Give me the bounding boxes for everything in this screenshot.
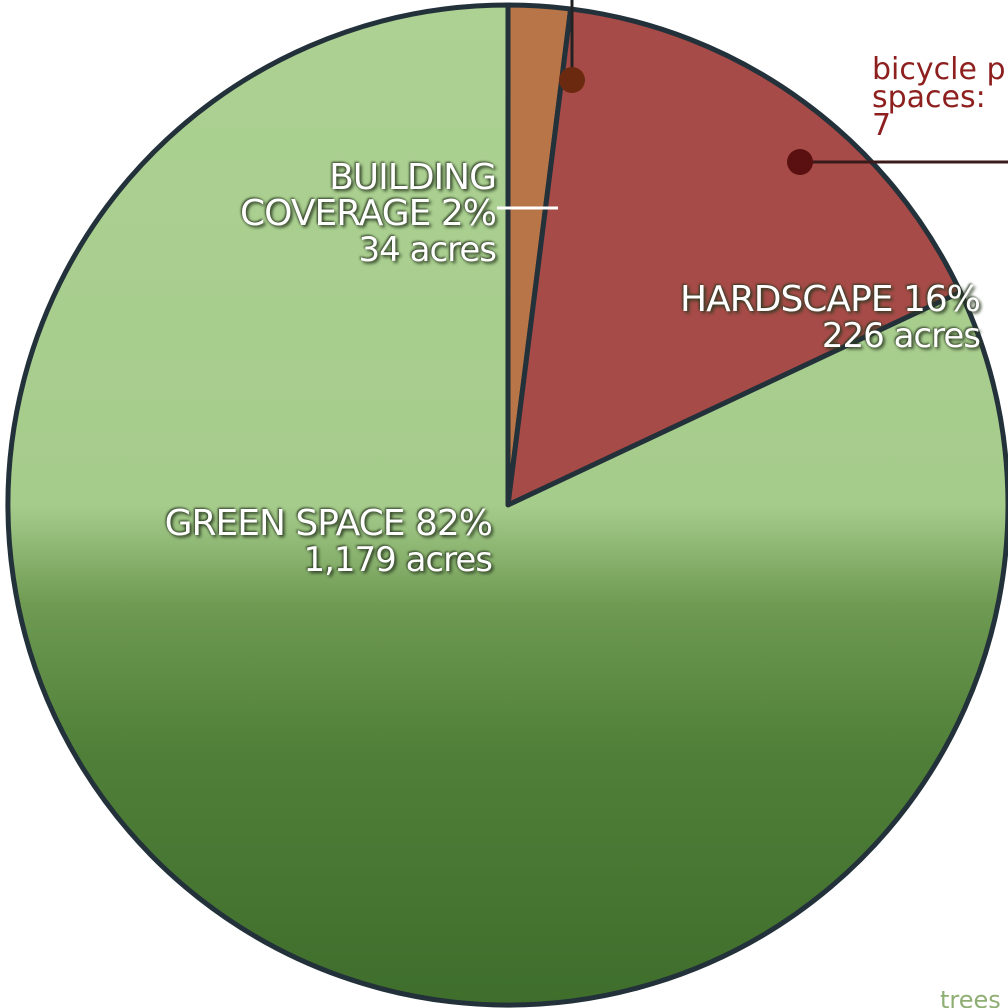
slice-label: GREEN SPACE 82% 1,179 acres <box>32 503 493 580</box>
leader-dot <box>559 67 585 93</box>
category-label: BUILDING COVERAGE <box>240 157 497 234</box>
annotation: spaces: 7 <box>872 80 986 143</box>
annotation: bicycle p <box>872 52 1006 87</box>
pie-slice <box>5 2 1008 1008</box>
pie <box>5 2 1008 1008</box>
acres-label: 34 acres <box>358 230 497 270</box>
annotation: trees <box>940 986 1001 1008</box>
pie-slice <box>505 6 963 508</box>
value-label: 82% <box>414 503 493 544</box>
value-label: 2% <box>440 193 497 234</box>
leader-dot <box>787 149 813 175</box>
category-label: GREEN SPACE <box>164 503 406 544</box>
acres-label: 1,179 acres <box>303 540 493 580</box>
slice-label: HARDSCAPE 16% 226 acres <box>560 279 981 356</box>
acres-label: 226 acres <box>821 316 981 356</box>
category-label: HARDSCAPE <box>680 279 894 320</box>
slice-label: BUILDING COVERAGE 2% 34 acres <box>166 157 497 270</box>
value-label: 16% <box>902 279 981 320</box>
